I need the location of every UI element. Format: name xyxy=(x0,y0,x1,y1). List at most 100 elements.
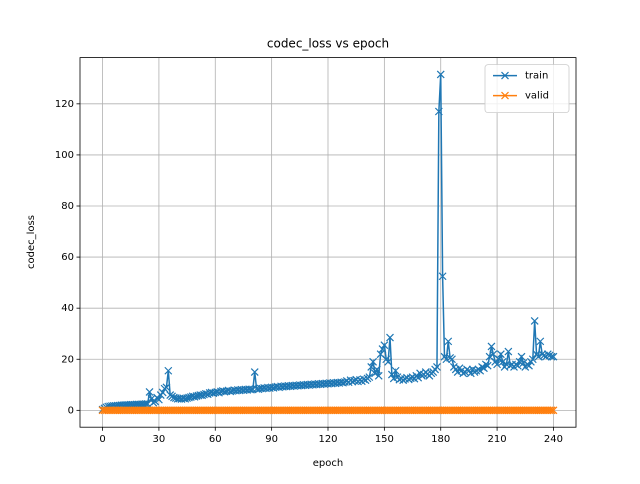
marker xyxy=(102,406,111,415)
marker xyxy=(523,406,532,415)
y-tick-label: 40 xyxy=(61,303,74,314)
marker xyxy=(168,406,176,415)
x-tick-label: 30 xyxy=(153,434,166,445)
marker xyxy=(436,406,445,415)
marker xyxy=(378,406,387,415)
marker xyxy=(423,406,432,415)
marker xyxy=(218,406,227,415)
marker xyxy=(216,406,225,415)
marker xyxy=(134,406,143,415)
marker xyxy=(410,406,419,415)
marker xyxy=(416,406,424,415)
marker xyxy=(543,406,552,415)
marker xyxy=(408,406,417,415)
marker xyxy=(528,406,537,415)
marker xyxy=(393,406,402,415)
marker xyxy=(154,395,163,404)
marker xyxy=(354,406,362,415)
marker xyxy=(151,397,160,406)
marker xyxy=(386,406,394,415)
marker xyxy=(480,364,488,373)
legend-label: train xyxy=(525,71,548,82)
marker xyxy=(491,406,500,415)
chart-title: codec_loss vs epoch xyxy=(267,37,389,51)
marker xyxy=(207,406,216,415)
marker xyxy=(395,406,404,415)
marker xyxy=(449,406,458,415)
marker xyxy=(248,406,257,415)
marker xyxy=(433,362,441,371)
marker xyxy=(493,360,502,369)
marker xyxy=(111,406,120,415)
marker xyxy=(442,406,451,415)
marker xyxy=(521,406,530,415)
marker xyxy=(363,406,372,415)
marker xyxy=(504,347,513,356)
marker xyxy=(391,406,400,415)
marker xyxy=(318,406,327,415)
marker xyxy=(126,406,135,415)
marker xyxy=(145,388,154,396)
marker xyxy=(352,406,361,415)
marker xyxy=(104,406,113,415)
marker xyxy=(115,406,124,415)
marker xyxy=(288,406,297,415)
marker xyxy=(106,406,114,415)
marker xyxy=(301,406,310,415)
marker xyxy=(239,406,248,415)
marker xyxy=(314,406,323,415)
marker xyxy=(406,406,415,415)
marker xyxy=(275,406,284,415)
marker xyxy=(333,406,342,415)
marker xyxy=(258,406,267,415)
marker xyxy=(162,406,171,415)
marker xyxy=(340,406,349,415)
marker xyxy=(171,406,180,415)
marker xyxy=(269,406,278,415)
marker xyxy=(464,406,473,415)
marker xyxy=(431,406,440,415)
y-tick-label: 60 xyxy=(61,252,74,263)
marker xyxy=(515,406,524,415)
marker xyxy=(273,406,282,415)
marker xyxy=(230,406,238,415)
marker xyxy=(513,361,522,370)
marker xyxy=(438,406,447,415)
marker xyxy=(534,406,543,415)
marker xyxy=(277,406,285,415)
marker xyxy=(459,406,468,415)
marker xyxy=(399,406,408,415)
marker xyxy=(149,406,158,415)
marker xyxy=(384,357,393,366)
marker xyxy=(162,383,171,392)
marker xyxy=(222,406,231,415)
marker xyxy=(179,406,188,415)
marker xyxy=(196,406,205,415)
marker xyxy=(232,406,240,415)
marker xyxy=(228,406,237,415)
marker xyxy=(252,406,261,415)
marker xyxy=(372,365,381,374)
marker xyxy=(124,406,133,415)
marker xyxy=(542,406,550,415)
marker xyxy=(440,406,449,415)
marker xyxy=(444,337,453,346)
marker xyxy=(309,406,317,415)
marker xyxy=(547,352,556,361)
marker xyxy=(143,406,152,415)
y-axis-label: codec_loss xyxy=(26,215,37,269)
marker xyxy=(461,406,470,415)
marker xyxy=(418,406,426,415)
marker xyxy=(158,388,167,397)
marker xyxy=(344,406,353,415)
marker xyxy=(322,406,331,415)
marker xyxy=(320,406,329,415)
marker xyxy=(297,406,306,415)
marker xyxy=(489,406,498,415)
marker xyxy=(181,406,190,415)
marker xyxy=(299,406,308,415)
marker xyxy=(412,406,421,415)
marker xyxy=(502,406,511,415)
marker xyxy=(262,406,270,415)
marker xyxy=(209,406,218,415)
